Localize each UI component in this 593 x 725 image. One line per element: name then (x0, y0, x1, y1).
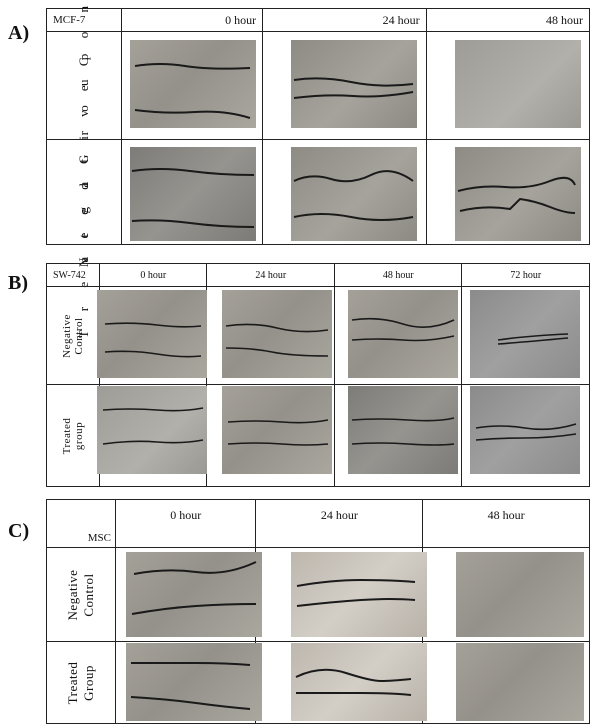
panel-b-col-1: 24 hour (206, 263, 335, 287)
panel-b-cell-line: SW-742 (46, 263, 100, 287)
panel-c-col-0: 0 hour (114, 499, 257, 548)
micrograph-b-treated-24h (222, 386, 332, 474)
micrograph-a-treated-24h (291, 147, 417, 241)
panel-b-col-0: 0 hour (98, 263, 208, 287)
micrograph-b-treated-0h (97, 386, 207, 474)
panel-b-col-3: 72 hour (461, 263, 590, 287)
micrograph-b-negative-48h (348, 290, 458, 378)
panel-b-row-negative-control: Negative Control (46, 286, 100, 385)
micrograph-b-negative-0h (97, 290, 207, 378)
micrograph-a-negative-24h (291, 40, 417, 128)
panel-c-row-negative-control: Negative Control (46, 547, 116, 642)
micrograph-c-treated-48h (456, 643, 584, 721)
panel-b-letter: B) (8, 272, 28, 294)
micrograph-a-treated-48h (455, 147, 581, 241)
micrograph-c-negative-24h (291, 552, 427, 637)
panel-c-col-1: 24 hour (255, 499, 424, 548)
micrograph-b-treated-72h (470, 386, 580, 474)
panel-a-row-treated-group: T r e a t e d G r o u p (46, 46, 122, 338)
micrograph-c-treated-0h (126, 643, 262, 721)
panel-c-col-2: 48 hour (422, 499, 590, 548)
panel-b-row-treated-group: Treated group (46, 384, 100, 487)
micrograph-a-treated-0h (130, 147, 256, 241)
micrograph-a-negative-48h (455, 40, 581, 128)
panel-a-cell-line: MCF-7 (46, 7, 122, 33)
panel-c-letter: C) (8, 520, 30, 542)
panel-b-col-2: 48 hour (333, 263, 463, 287)
panel-a-col-0: 0 hour (120, 7, 264, 33)
micrograph-b-negative-72h (470, 290, 580, 378)
panel-a-col-1: 24 hour (262, 7, 427, 33)
micrograph-a-negative-0h (130, 40, 256, 128)
panel-a-col-2: 48 hour (425, 7, 591, 33)
micrograph-b-treated-48h (348, 386, 458, 474)
micrograph-c-treated-24h (291, 643, 427, 721)
micrograph-c-negative-48h (456, 552, 584, 637)
panel-a-letter: A) (8, 22, 30, 44)
micrograph-b-negative-24h (222, 290, 332, 378)
panel-c-cell-line: MSC (46, 499, 116, 548)
panel-c-row-treated-group: Treated Group (46, 641, 116, 724)
micrograph-c-negative-0h (126, 552, 262, 637)
